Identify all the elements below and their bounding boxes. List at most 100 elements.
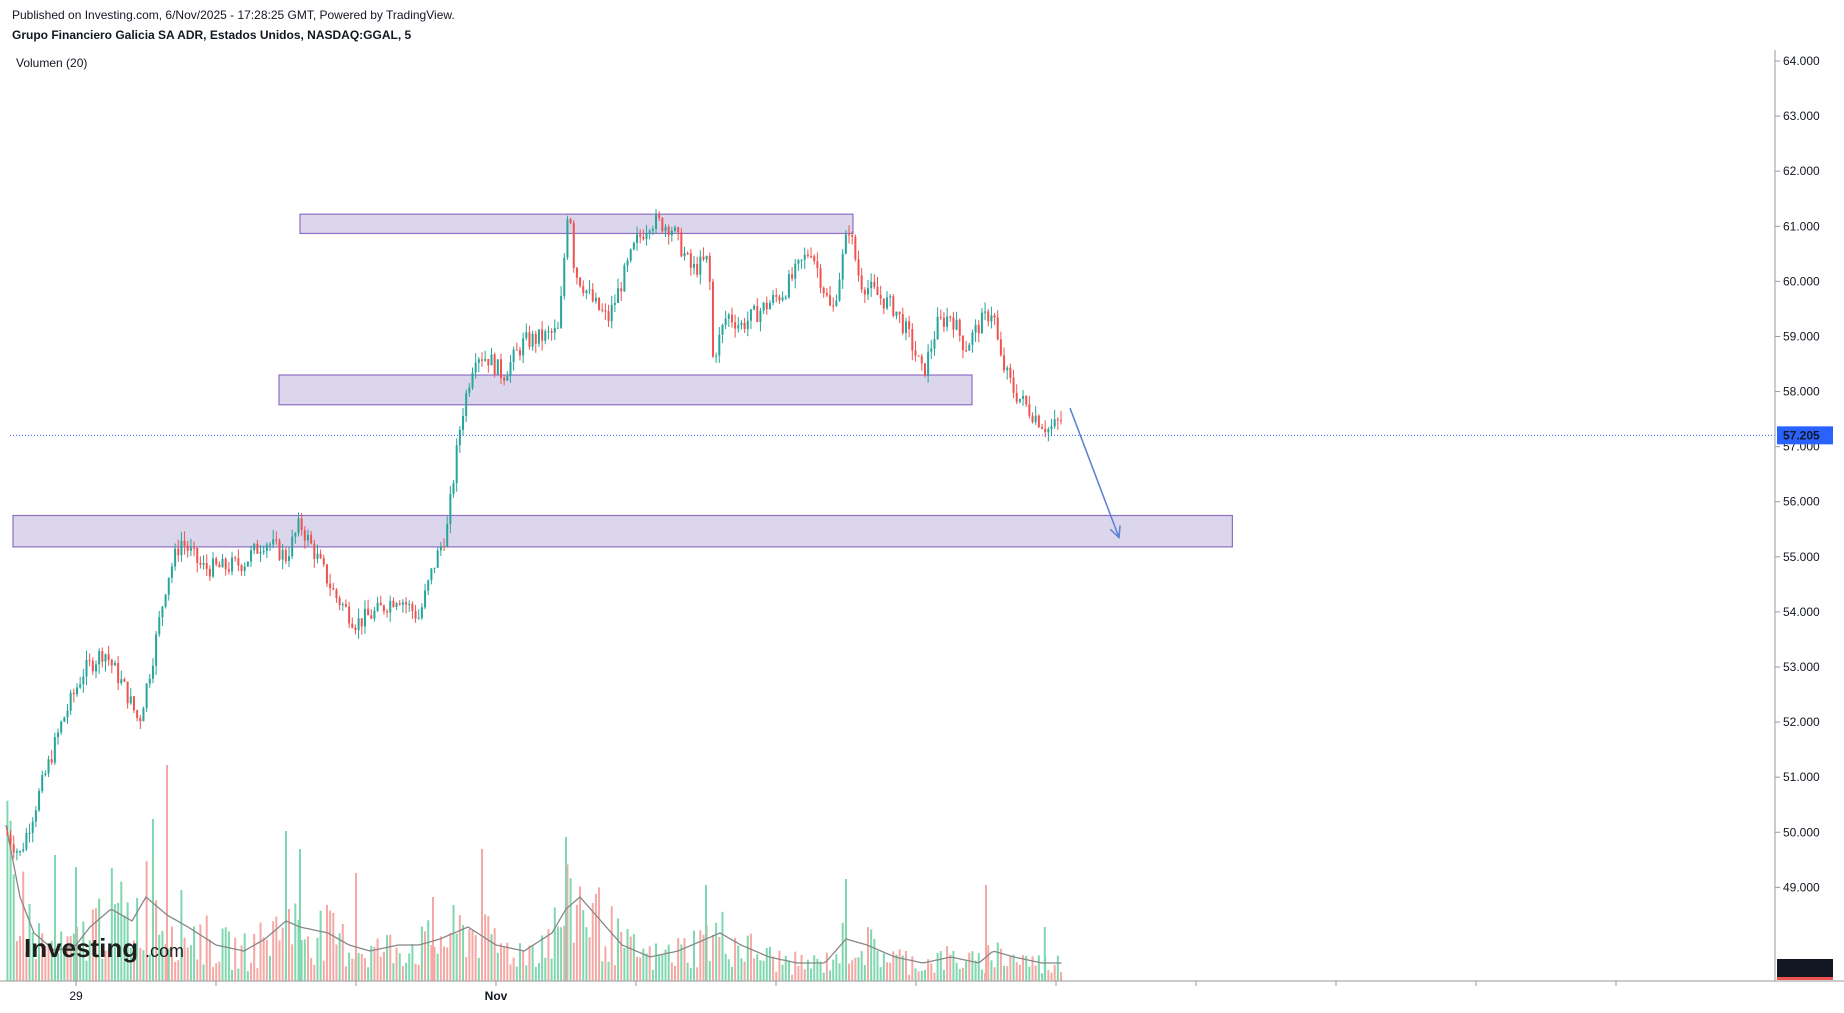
candle-body-202 <box>645 233 648 240</box>
candle-body-226 <box>721 325 724 335</box>
volume-bar-188 <box>601 961 604 981</box>
zone-rect-2 <box>278 374 973 406</box>
candle-body-194 <box>620 288 623 292</box>
candle-body-23 <box>79 684 82 688</box>
candle-body-320 <box>1018 398 1021 402</box>
candle-body-21 <box>72 692 75 695</box>
volume-bar-268 <box>854 957 857 981</box>
support-resistance-zones[interactable] <box>12 213 1234 548</box>
candle-body-282 <box>898 311 901 315</box>
zone-rect-1 <box>299 213 854 235</box>
volume-bar-286 <box>911 956 914 981</box>
volume-bar-65 <box>212 966 215 981</box>
candle-body-187 <box>598 297 601 310</box>
volume-bar-124 <box>398 953 401 981</box>
candle-body-85 <box>275 539 278 541</box>
candle-body-77 <box>250 550 253 562</box>
candle-body-228 <box>727 314 730 319</box>
volume-bar-304 <box>968 952 971 981</box>
price-tick-label-4: 60.000 <box>1783 274 1820 288</box>
volume-bar-274 <box>873 938 876 981</box>
candle-body-5 <box>22 849 25 852</box>
volume-bar-143 <box>458 915 461 981</box>
candle-body-237 <box>756 305 759 322</box>
volume-bar-82 <box>265 939 268 981</box>
candle-body-161 <box>515 349 518 351</box>
volume-bar-96 <box>310 957 313 981</box>
volume-bar-107 <box>344 966 347 981</box>
volume-bar-149 <box>477 957 480 981</box>
volume-bar-153 <box>490 934 493 981</box>
candle-body-4 <box>19 851 22 853</box>
volume-indicator-label[interactable]: Volumen (20) <box>16 56 88 70</box>
volume-bar-3 <box>15 941 18 981</box>
candle-body-29 <box>98 650 101 665</box>
volume-bar-211 <box>674 965 677 981</box>
volume-bar-131 <box>420 926 423 981</box>
candle-body-218 <box>696 263 699 275</box>
candle-body-91 <box>294 533 297 537</box>
candle-body-193 <box>617 288 620 303</box>
candle-body-75 <box>243 566 246 571</box>
volume-bar-134 <box>430 944 433 981</box>
volume-bar-156 <box>499 943 502 981</box>
volume-bar-299 <box>952 950 955 981</box>
candle-body-84 <box>272 539 275 545</box>
candle-body-178 <box>569 219 572 223</box>
volume-bar-89 <box>287 908 290 981</box>
volume-bar-295 <box>939 951 942 981</box>
volume-bar-42 <box>139 948 142 981</box>
volume-bar-165 <box>528 945 531 981</box>
candle-body-61 <box>199 562 202 565</box>
volume-bar-155 <box>496 952 499 981</box>
candle-body-260 <box>829 295 832 306</box>
volume-bar-223 <box>711 934 714 981</box>
volume-bar-141 <box>452 905 455 981</box>
candle-body-177 <box>566 219 569 258</box>
candle-body-175 <box>560 295 563 328</box>
candle-body-137 <box>439 546 442 551</box>
volume-bar-303 <box>965 961 968 981</box>
candle-body-37 <box>123 679 126 682</box>
volume-bar-177 <box>566 864 569 981</box>
candle-body-257 <box>819 268 822 288</box>
volume-bar-16 <box>57 952 60 981</box>
candle-body-243 <box>775 295 778 297</box>
candle-body-12 <box>44 773 47 776</box>
volume-bar-228 <box>727 959 730 981</box>
price-tick-label-15: 49.000 <box>1783 880 1820 894</box>
candle-body-42 <box>139 717 142 722</box>
volume-bar-281 <box>895 954 898 981</box>
volume-bar-171 <box>547 929 550 981</box>
volume-bar-32 <box>107 949 110 981</box>
volume-bar-38 <box>126 902 129 981</box>
candle-body-189 <box>604 310 607 312</box>
volume-bar-247 <box>787 960 790 981</box>
volume-bar-34 <box>113 904 116 981</box>
candle-body-174 <box>556 327 559 329</box>
candle-body-239 <box>762 302 765 311</box>
candle-body-279 <box>889 296 892 298</box>
candle-body-117 <box>376 602 379 611</box>
volume-bar-317 <box>1009 955 1012 981</box>
candle-body-197 <box>629 249 632 261</box>
volume-bar-326 <box>1037 955 1040 981</box>
candle-body-295 <box>939 316 942 318</box>
candle-body-28 <box>94 664 97 672</box>
candle-body-329 <box>1047 429 1050 433</box>
projection-arrow[interactable] <box>1069 407 1121 540</box>
candle-body-186 <box>594 297 597 302</box>
volume-bar-245 <box>781 964 784 981</box>
candle-body-106 <box>341 604 344 606</box>
candle-body-98 <box>316 553 319 559</box>
volume-bar-138 <box>443 946 446 981</box>
candle-body-144 <box>462 415 465 430</box>
volume-bar-11 <box>41 933 44 981</box>
volume-bar-55 <box>180 890 183 981</box>
volume-bar-194 <box>620 931 623 981</box>
volume-spike-1 <box>75 867 77 981</box>
volume-bar-111 <box>357 953 360 981</box>
candle-body-140 <box>449 493 452 524</box>
volume-bar-305 <box>971 951 974 981</box>
